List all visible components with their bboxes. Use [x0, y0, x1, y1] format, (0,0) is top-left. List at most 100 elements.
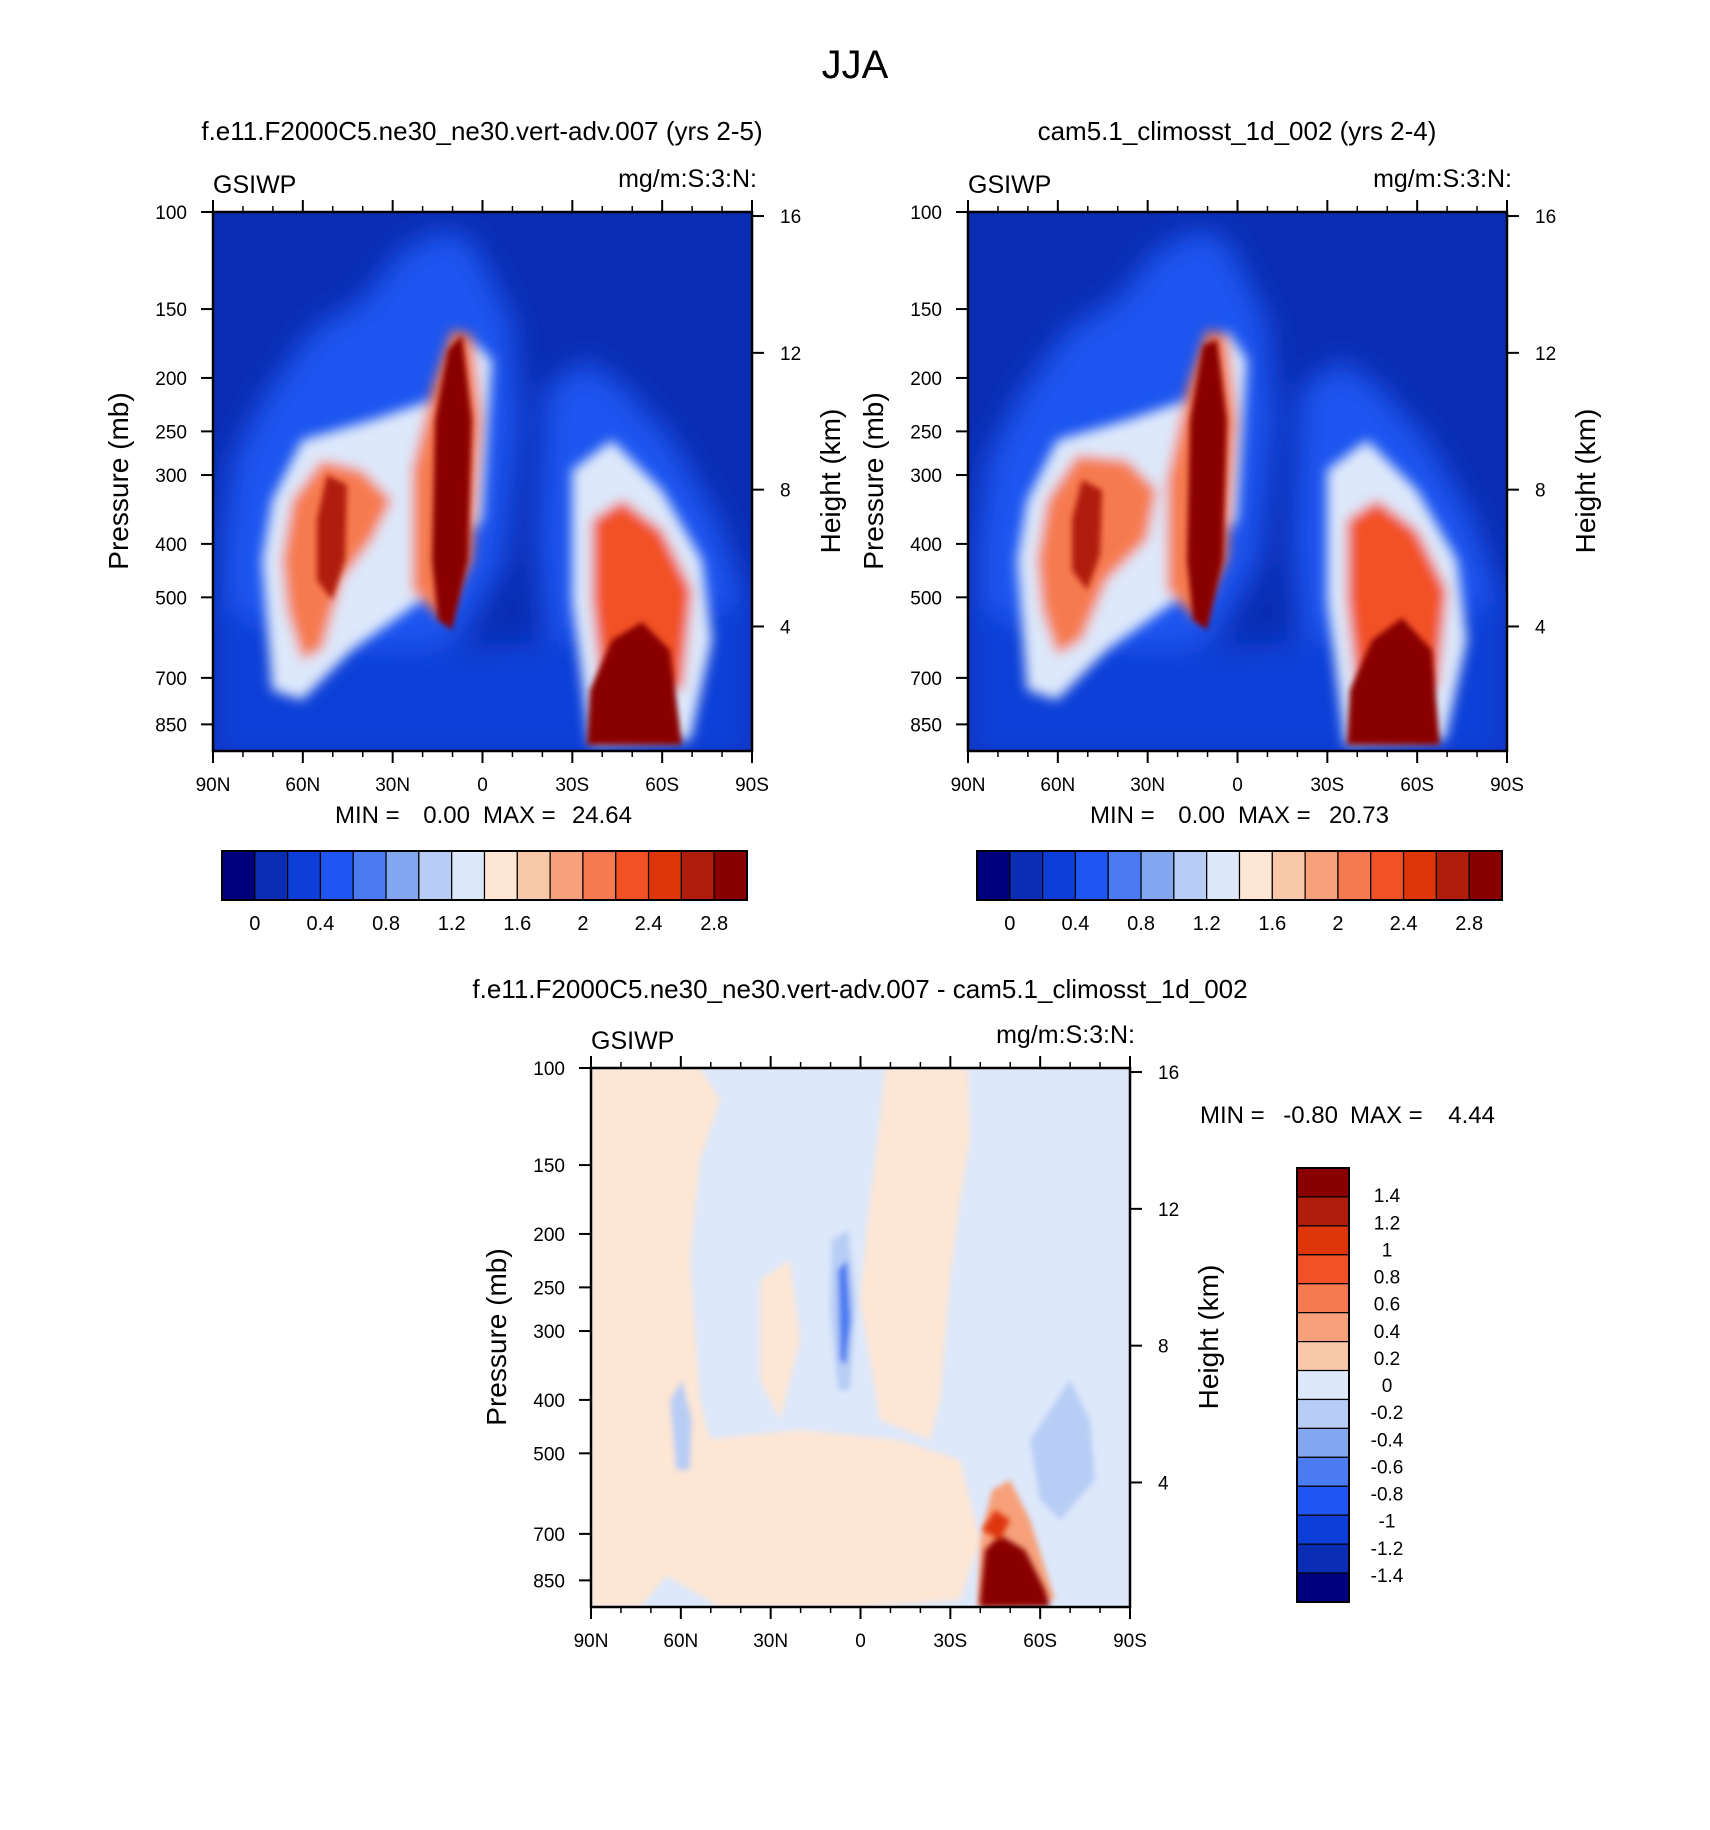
max-value: 4.44 [1448, 1102, 1495, 1129]
colorbar-label: 1.6 [1258, 913, 1286, 935]
panel-2: cam5.1_climosst_1d_002 (yrs 2-4) GSIWP m… [858, 116, 1601, 935]
colorbar-swatch [1296, 1514, 1350, 1545]
y-tick-label: 850 [155, 715, 187, 736]
max-value: 24.64 [572, 802, 632, 829]
colorbar-label: 0.8 [1374, 1268, 1400, 1289]
y-tick-label: 250 [155, 422, 187, 443]
panel-title: f.e11.F2000C5.ne30_ne30.vert-adv.007 (yr… [201, 116, 762, 146]
colorbar-label: -0.2 [1371, 1403, 1404, 1424]
x-tick-label: 30S [555, 775, 589, 796]
x-tick-label: 30S [1310, 775, 1344, 796]
y-tick-label: 700 [910, 669, 942, 690]
y-axis-label: Pressure (mb) [858, 392, 889, 569]
panel-title: f.e11.F2000C5.ne30_ne30.vert-adv.007 - c… [472, 974, 1247, 1004]
colorbar-swatch [1296, 1427, 1350, 1458]
colorbar-frame [1296, 1167, 1350, 1603]
min-label: MIN = [335, 802, 400, 829]
y-tick-label: 100 [155, 203, 187, 224]
colorbar-label: 2.8 [1455, 913, 1483, 935]
y2-tick-label: 4 [1535, 617, 1546, 638]
y-tick-label: 500 [910, 588, 942, 609]
max-label: MAX = [1238, 802, 1311, 829]
colorbar-swatch [976, 850, 1011, 901]
colorbar-label: 1.2 [438, 913, 466, 935]
y-tick-label: 300 [155, 466, 187, 487]
colorbar-swatch [254, 850, 289, 901]
y-tick-label: 150 [533, 1156, 565, 1177]
y2-tick-label: 12 [1158, 1200, 1179, 1221]
sh-surface-mid [982, 1510, 1010, 1540]
x-tick-label: 60S [1400, 775, 1434, 796]
y2-tick-label: 8 [780, 481, 791, 502]
axes: 90N 60N 30N 0 30S 60S 90S 100 150 200 250 300 400 500… [155, 200, 801, 796]
y-tick-label: 100 [910, 203, 942, 224]
colorbar-label: 2 [577, 913, 588, 935]
colorbar-swatch [352, 850, 387, 901]
colorbar-label: 1.2 [1374, 1213, 1400, 1234]
colorbar: 0 0.4 0.8 1.2 1.6 2 2.4 2.8 [221, 850, 748, 935]
positive-band-lower-nh [760, 1260, 800, 1420]
y2-axis-label: Height (km) [1570, 409, 1601, 554]
colorbar-label: 0.4 [1062, 913, 1090, 935]
colorbar-label: 2.4 [1390, 913, 1418, 935]
x-tick-label: 90S [1113, 1631, 1147, 1652]
colorbar-swatch [1296, 1543, 1350, 1574]
colorbar: 1.4 1.2 1 0.8 0.6 0.4 0.2 0 -0.2 -0.4 -0.6 -0.8 -1 -1… [1296, 1167, 1404, 1603]
colorbar-label: -0.8 [1371, 1485, 1404, 1506]
colorbar-swatch [1296, 1312, 1350, 1343]
y2-tick-label: 16 [780, 207, 801, 228]
colorbar-swatch [319, 850, 354, 901]
colorbar-swatch [1296, 1398, 1350, 1430]
colorbar-label: -1 [1379, 1512, 1396, 1533]
y2-tick-label: 16 [1158, 1063, 1179, 1084]
y2-tick-label: 16 [1535, 207, 1556, 228]
colorbar-swatch [1206, 850, 1241, 901]
y-tick-label: 500 [155, 588, 187, 609]
y-tick-label: 850 [533, 1571, 565, 1592]
min-label: MIN = [1090, 802, 1155, 829]
y2-axis-label: Height (km) [1193, 1265, 1224, 1410]
colorbar-swatch [385, 850, 420, 901]
colorbar-swatch [1296, 1369, 1350, 1401]
colorbar-swatch [1296, 1254, 1350, 1285]
colorbar-swatch [451, 850, 486, 901]
colorbar-swatch [1296, 1340, 1350, 1372]
colorbar-swatch [713, 850, 748, 901]
figure-title: JJA [822, 43, 889, 87]
colorbar-swatch [1304, 850, 1339, 901]
y2-tick-label: 4 [1158, 1473, 1169, 1494]
colorbar-swatch [582, 850, 617, 901]
colorbar-swatch [1296, 1485, 1350, 1516]
y-tick-label: 100 [533, 1059, 565, 1080]
x-tick-label: 60N [663, 1631, 698, 1652]
x-tick-label: 90N [196, 775, 231, 796]
colorbar-swatch [1107, 850, 1142, 901]
sh-surface-core [587, 622, 682, 745]
variable-label: GSIWP [213, 171, 296, 199]
colorbar-label: 2.4 [635, 913, 663, 935]
tropical-core [432, 335, 472, 630]
colorbar-swatch [549, 850, 584, 901]
colorbar-swatch [1042, 850, 1077, 901]
colorbar-label: 1.2 [1193, 913, 1221, 935]
colorbar-label: 0.2 [1374, 1349, 1400, 1370]
colorbar-label: 0 [1382, 1376, 1393, 1397]
min-value: 0.00 [423, 802, 470, 829]
axes: 90N 60N 30N 0 30S 60S 90S 100 150 200 250 300 400 500… [533, 1056, 1179, 1652]
max-value: 20.73 [1329, 802, 1389, 829]
x-tick-label: 90S [735, 775, 769, 796]
colorbar-label: -0.6 [1371, 1457, 1404, 1478]
colorbar-swatch [1238, 850, 1273, 901]
y2-tick-label: 12 [1535, 344, 1556, 365]
tropical-core [1187, 340, 1227, 630]
colorbar-label: 2.8 [700, 913, 728, 935]
colorbar-swatch [1337, 850, 1372, 901]
y-tick-label: 200 [533, 1225, 565, 1246]
y2-tick-label: 8 [1535, 481, 1546, 502]
colorbar-swatch [1140, 850, 1175, 901]
x-tick-label: 60S [1023, 1631, 1057, 1652]
colorbar-label: 0.4 [307, 913, 335, 935]
y-axis-label: Pressure (mb) [103, 392, 134, 569]
x-tick-label: 0 [855, 1631, 866, 1652]
panel-title: cam5.1_climosst_1d_002 (yrs 2-4) [1038, 116, 1437, 146]
